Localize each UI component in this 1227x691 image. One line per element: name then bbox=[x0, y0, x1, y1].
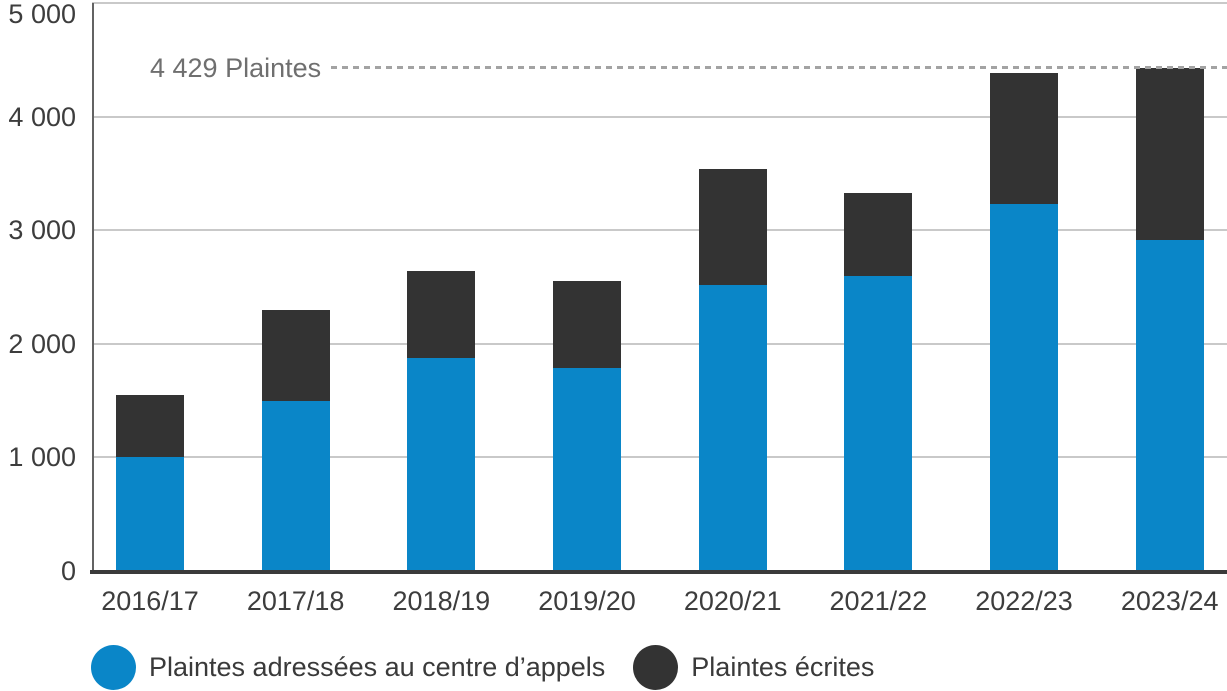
legend-item-calls: Plaintes adressées au centre d’appels bbox=[91, 644, 606, 690]
legend-label-calls: Plaintes adressées au centre d’appels bbox=[149, 652, 606, 682]
legend: Plaintes adressées au centre d’appels Pl… bbox=[91, 644, 874, 690]
bar-segment-calls bbox=[261, 400, 330, 571]
y-axis-tick-label: 0 bbox=[60, 556, 76, 586]
bar-segment-calls bbox=[407, 358, 476, 571]
x-axis-tick-label: 2016/17 bbox=[101, 586, 199, 616]
y-axis-line bbox=[92, 3, 94, 571]
y-axis-tick-label: 2 000 bbox=[8, 328, 76, 359]
annotation-dashed-line bbox=[331, 66, 1227, 70]
bar-segment-calls bbox=[116, 457, 184, 571]
y-axis-tick-label: 1 000 bbox=[8, 442, 76, 473]
gridline-1000 bbox=[92, 456, 1227, 459]
legend-marker-calls-icon bbox=[91, 644, 136, 690]
bar-segment-written bbox=[553, 281, 621, 369]
bar-group-2020-21 bbox=[698, 169, 767, 571]
bar-segment-calls bbox=[844, 275, 913, 571]
bar-segment-written bbox=[261, 309, 330, 401]
annotation-row: 4 429 Plaintes bbox=[150, 52, 1227, 84]
bar-segment-written bbox=[844, 193, 913, 276]
x-axis-tick-label: 2021/22 bbox=[829, 586, 928, 616]
gridline-3000 bbox=[92, 229, 1227, 232]
legend-label-written: Plaintes écrites bbox=[691, 652, 875, 682]
bar-segment-written bbox=[990, 72, 1059, 205]
bar-group-2021-22 bbox=[844, 193, 913, 571]
annotation-label: 4 429 Plaintes bbox=[150, 52, 322, 83]
bar-segment-calls bbox=[990, 204, 1059, 571]
bar-group-2018-19 bbox=[407, 271, 476, 571]
bar-segment-calls bbox=[698, 284, 767, 571]
bar-segment-calls bbox=[1135, 239, 1204, 571]
y-axis-tick-label: 3 000 bbox=[8, 215, 76, 246]
x-axis-tick-label: 2023/24 bbox=[1120, 586, 1219, 616]
bar-group-2016-17 bbox=[116, 394, 184, 571]
bar-segment-written bbox=[698, 169, 767, 285]
x-axis-line bbox=[90, 570, 1227, 574]
gridline-4000 bbox=[92, 115, 1227, 118]
y-axis-tick-label: 5 000 bbox=[8, 0, 76, 29]
x-axis-tick-label: 2022/23 bbox=[975, 586, 1073, 616]
x-axis-tick-label: 2017/18 bbox=[246, 586, 345, 616]
legend-item-written: Plaintes écrites bbox=[633, 644, 875, 690]
x-axis-tick-label: 2018/19 bbox=[392, 586, 491, 616]
y-axis-tick-label: 4 000 bbox=[8, 101, 76, 132]
gridline-2000 bbox=[92, 342, 1227, 345]
x-axis-tick-label: 2019/20 bbox=[538, 586, 636, 616]
legend-marker-written-icon bbox=[633, 644, 679, 690]
bar-group-2023-24 bbox=[1135, 67, 1204, 571]
bar-segment-written bbox=[407, 271, 476, 358]
gridline-5000 bbox=[92, 2, 1227, 4]
bar-group-2017-18 bbox=[261, 309, 330, 571]
bar-segment-written bbox=[1135, 67, 1204, 240]
bar-group-2022-23 bbox=[990, 72, 1059, 571]
x-axis-tick-label: 2020/21 bbox=[683, 586, 782, 616]
bar-segment-calls bbox=[553, 368, 621, 571]
bar-group-2019-20 bbox=[553, 281, 621, 571]
plot-area: 4 429 Plaintes 2016/17 2017/18 2018/19 2019… bbox=[90, 2, 1227, 616]
bar-segment-written bbox=[116, 394, 184, 458]
